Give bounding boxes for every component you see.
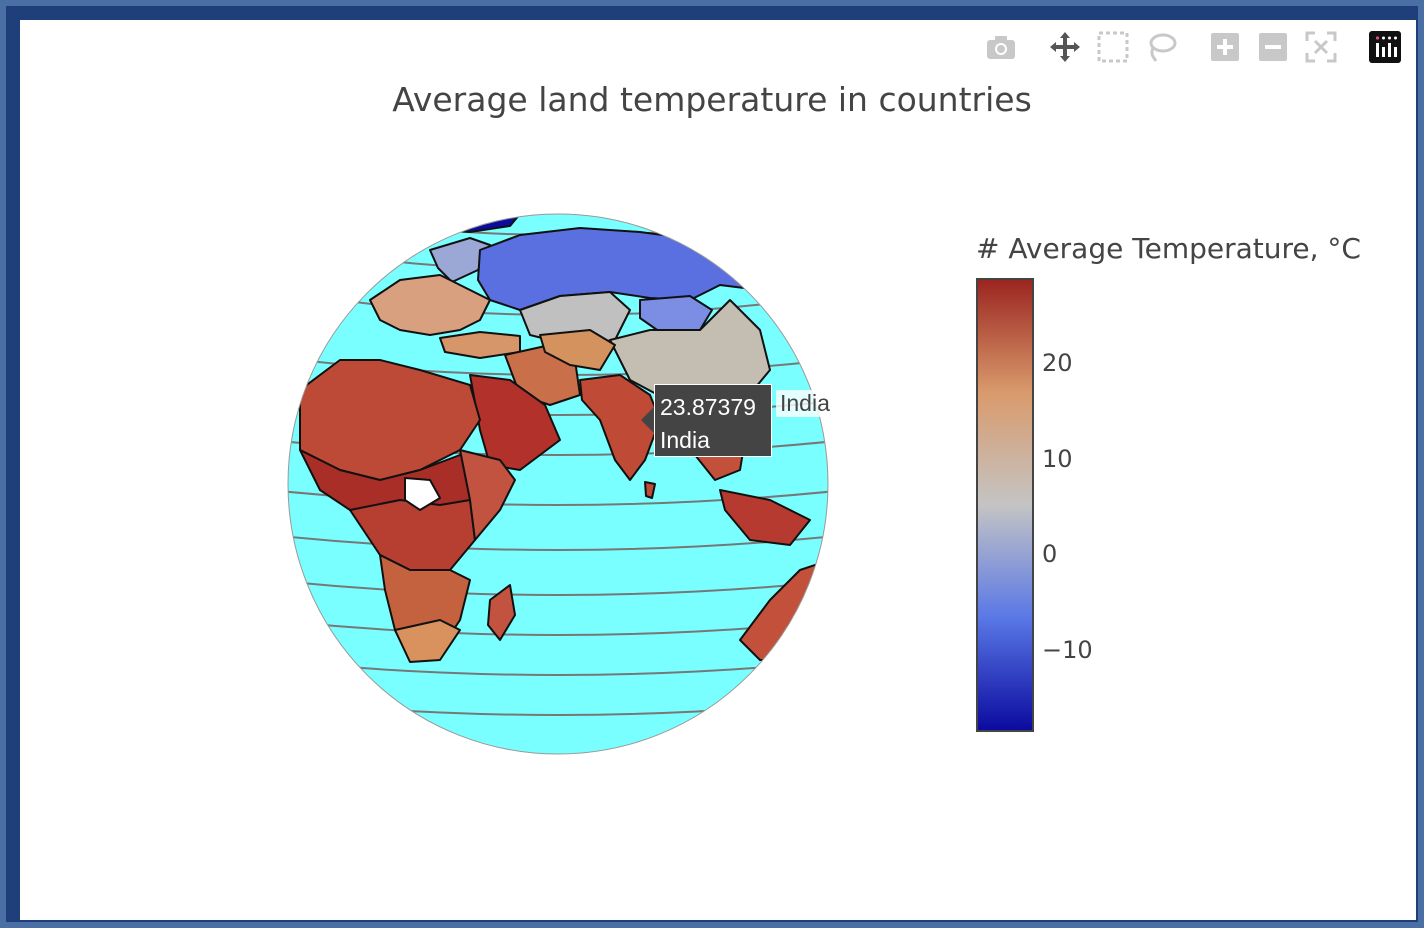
- zoom-out-icon[interactable]: [1256, 30, 1290, 64]
- europe: [369, 274, 491, 336]
- tooltip-trace-name: India: [776, 390, 834, 417]
- indonesia: [719, 489, 811, 546]
- sri-lanka: [644, 481, 656, 499]
- pan-icon[interactable]: [1048, 30, 1082, 64]
- zoom-in-icon[interactable]: [1208, 30, 1242, 64]
- china: [609, 299, 771, 411]
- south-sudan: [404, 477, 441, 511]
- tooltip-value: 23.87379: [660, 394, 756, 420]
- modebar: [968, 30, 1401, 64]
- central-asia: [539, 329, 616, 371]
- chart-title: Average land temperature in countries: [392, 80, 1032, 119]
- colorbar-tick-label: 10: [1042, 444, 1073, 473]
- arabia: [469, 374, 561, 471]
- camera-icon[interactable]: [984, 30, 1018, 64]
- india: [579, 374, 661, 481]
- tooltip-arrow: [641, 406, 655, 434]
- south-africa: [394, 619, 461, 663]
- colorbar-tick-label: −10: [1042, 635, 1093, 664]
- hover-tooltip: 23.87379 India: [654, 384, 772, 457]
- colorbar: [976, 278, 1034, 732]
- colorbar-tick-label: 0: [1042, 540, 1058, 569]
- autoscale-icon[interactable]: [1304, 30, 1338, 64]
- madagascar: [487, 584, 516, 641]
- colorbar-title: # Average Temperature, °C: [976, 232, 1361, 265]
- tooltip-country: India: [660, 427, 710, 453]
- east-africa: [459, 449, 516, 541]
- box-select-icon[interactable]: [1096, 30, 1130, 64]
- lasso-icon[interactable]: [1144, 30, 1178, 64]
- plotly-logo-icon[interactable]: [1368, 30, 1402, 64]
- colorbar-tick-label: 20: [1042, 349, 1073, 378]
- kazakhstan: [519, 291, 631, 346]
